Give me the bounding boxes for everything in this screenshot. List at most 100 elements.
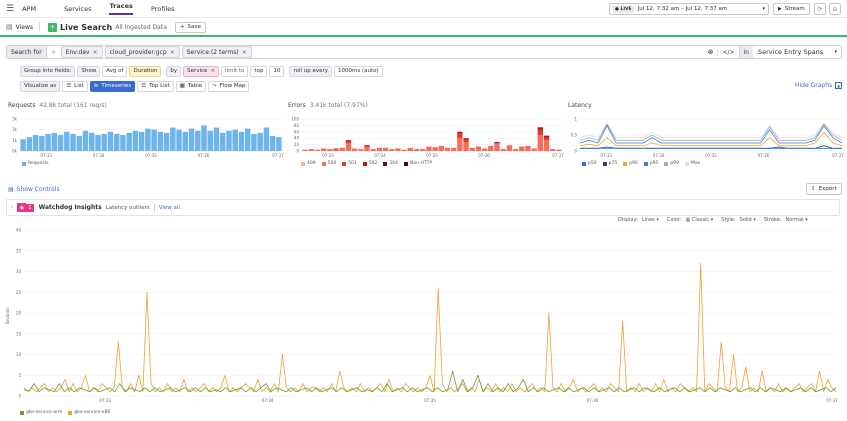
bar[interactable] <box>20 139 26 151</box>
refresh-button[interactable]: ⟳ <box>814 3 826 15</box>
display-select[interactable]: Lines ▾ <box>641 217 659 223</box>
top-select[interactable]: top <box>250 65 268 77</box>
bar[interactable] <box>269 136 276 151</box>
tab-services[interactable]: Services <box>64 4 92 13</box>
bar[interactable] <box>244 128 251 151</box>
legend-item[interactable]: 500 <box>321 161 336 166</box>
bar[interactable] <box>107 131 114 151</box>
bar[interactable] <box>426 146 432 151</box>
bar[interactable] <box>45 133 51 151</box>
bar[interactable] <box>469 147 475 151</box>
series-line[interactable] <box>579 122 843 139</box>
bar[interactable] <box>450 147 457 151</box>
bar[interactable] <box>320 148 327 151</box>
bar[interactable] <box>537 129 544 135</box>
group-by-field[interactable]: Service × <box>183 65 220 77</box>
legend-item[interactable]: gke-service-x86 <box>68 410 110 415</box>
filter-chip[interactable]: Service:(2 terms) × <box>181 46 252 58</box>
bar[interactable] <box>57 135 64 151</box>
viz-list-button[interactable]: ☰ List <box>62 80 88 92</box>
bar[interactable] <box>82 130 89 151</box>
bar[interactable] <box>64 131 70 151</box>
bar[interactable] <box>370 149 376 151</box>
bar[interactable] <box>201 125 207 151</box>
stream-button[interactable]: ▶ Stream <box>773 3 810 15</box>
legend-item[interactable]: 409 <box>301 161 316 166</box>
style-select[interactable]: Solid ▾ <box>739 217 756 223</box>
bar[interactable] <box>76 136 82 151</box>
legend-item[interactable]: p75 <box>602 161 617 166</box>
series-line[interactable] <box>579 123 843 141</box>
bar[interactable] <box>420 149 426 151</box>
bar[interactable] <box>389 149 395 151</box>
scope-select[interactable]: Service Entry Spans ▾ <box>753 48 841 56</box>
clear-search-icon[interactable]: ⊗ <box>707 48 714 56</box>
bar[interactable] <box>500 149 506 151</box>
bar[interactable] <box>333 149 339 151</box>
tab-profiles[interactable]: Profiles <box>150 4 175 13</box>
bar[interactable] <box>195 130 201 151</box>
legend-item[interactable]: p99 <box>664 161 679 166</box>
bar[interactable] <box>188 128 195 151</box>
viz-timeseries-button[interactable]: ≋ Timeseries <box>89 80 136 92</box>
search-input[interactable] <box>254 46 708 58</box>
bar[interactable] <box>457 133 463 139</box>
bar[interactable] <box>438 145 444 151</box>
bar[interactable] <box>126 132 132 151</box>
bar[interactable] <box>257 132 263 151</box>
export-button[interactable]: ⇪ Export <box>806 183 842 195</box>
bar[interactable] <box>376 147 383 151</box>
bar[interactable] <box>512 149 519 151</box>
bar[interactable] <box>163 132 170 151</box>
bar[interactable] <box>364 146 370 151</box>
main-timeseries-chart[interactable]: 0 5 10 15 20 25 30 35 40 07:33 07:34 07:35 07:36 07:3… <box>4 226 842 408</box>
bar[interactable] <box>494 142 500 144</box>
legend-item[interactable]: Requests <box>22 161 49 166</box>
bar[interactable] <box>531 148 537 151</box>
bar[interactable] <box>457 138 463 151</box>
bar[interactable] <box>120 135 126 151</box>
bar[interactable] <box>339 147 345 151</box>
series-line[interactable] <box>579 131 843 147</box>
bar[interactable] <box>556 149 562 151</box>
time-range-picker[interactable]: ● LIVE Jul 12, 7:32 am – Jul 12, 7:37 am… <box>609 3 769 15</box>
bar[interactable] <box>276 137 282 151</box>
bar[interactable] <box>537 135 544 151</box>
bar[interactable] <box>314 149 321 151</box>
bar[interactable] <box>170 127 176 151</box>
views-button[interactable]: ▤ Views <box>6 23 33 31</box>
bar[interactable] <box>475 146 482 151</box>
hide-graphs-link[interactable]: Hide Graphs ▲ <box>795 82 843 89</box>
series-line[interactable] <box>23 262 837 393</box>
bar[interactable] <box>463 138 469 140</box>
bar[interactable] <box>89 132 95 151</box>
legend-item[interactable]: 501 <box>342 161 357 166</box>
bar[interactable] <box>157 131 164 151</box>
viz-toplist-button[interactable]: ☰ Top List <box>137 80 174 92</box>
bar[interactable] <box>138 131 145 151</box>
bar[interactable] <box>543 135 550 138</box>
bar[interactable] <box>238 131 245 151</box>
top-value-input[interactable]: 10 <box>269 65 285 77</box>
bar[interactable] <box>26 137 33 151</box>
bar[interactable] <box>351 148 358 151</box>
bar[interactable] <box>232 129 238 151</box>
bar[interactable] <box>226 130 232 151</box>
bar[interactable] <box>463 139 469 143</box>
bar[interactable] <box>395 148 401 151</box>
legend-item[interactable]: p95 <box>643 161 658 166</box>
bar[interactable] <box>132 130 139 151</box>
bar[interactable] <box>151 129 157 151</box>
bar[interactable] <box>345 140 352 142</box>
close-icon[interactable]: × <box>92 48 98 56</box>
bar[interactable] <box>463 142 469 151</box>
viz-flowmap-button[interactable]: ⤳ Flow Map <box>208 80 250 92</box>
requests-chart[interactable]: 0k 1k 2k 3k 07:33 07:34 07:35 07:36 07:37 <box>6 115 284 161</box>
bar[interactable] <box>358 149 364 151</box>
bar[interactable] <box>519 146 525 151</box>
bar[interactable] <box>95 135 101 151</box>
bar[interactable] <box>413 149 420 151</box>
bar[interactable] <box>251 133 257 151</box>
bar[interactable] <box>302 149 308 151</box>
close-icon[interactable]: × <box>241 48 247 56</box>
